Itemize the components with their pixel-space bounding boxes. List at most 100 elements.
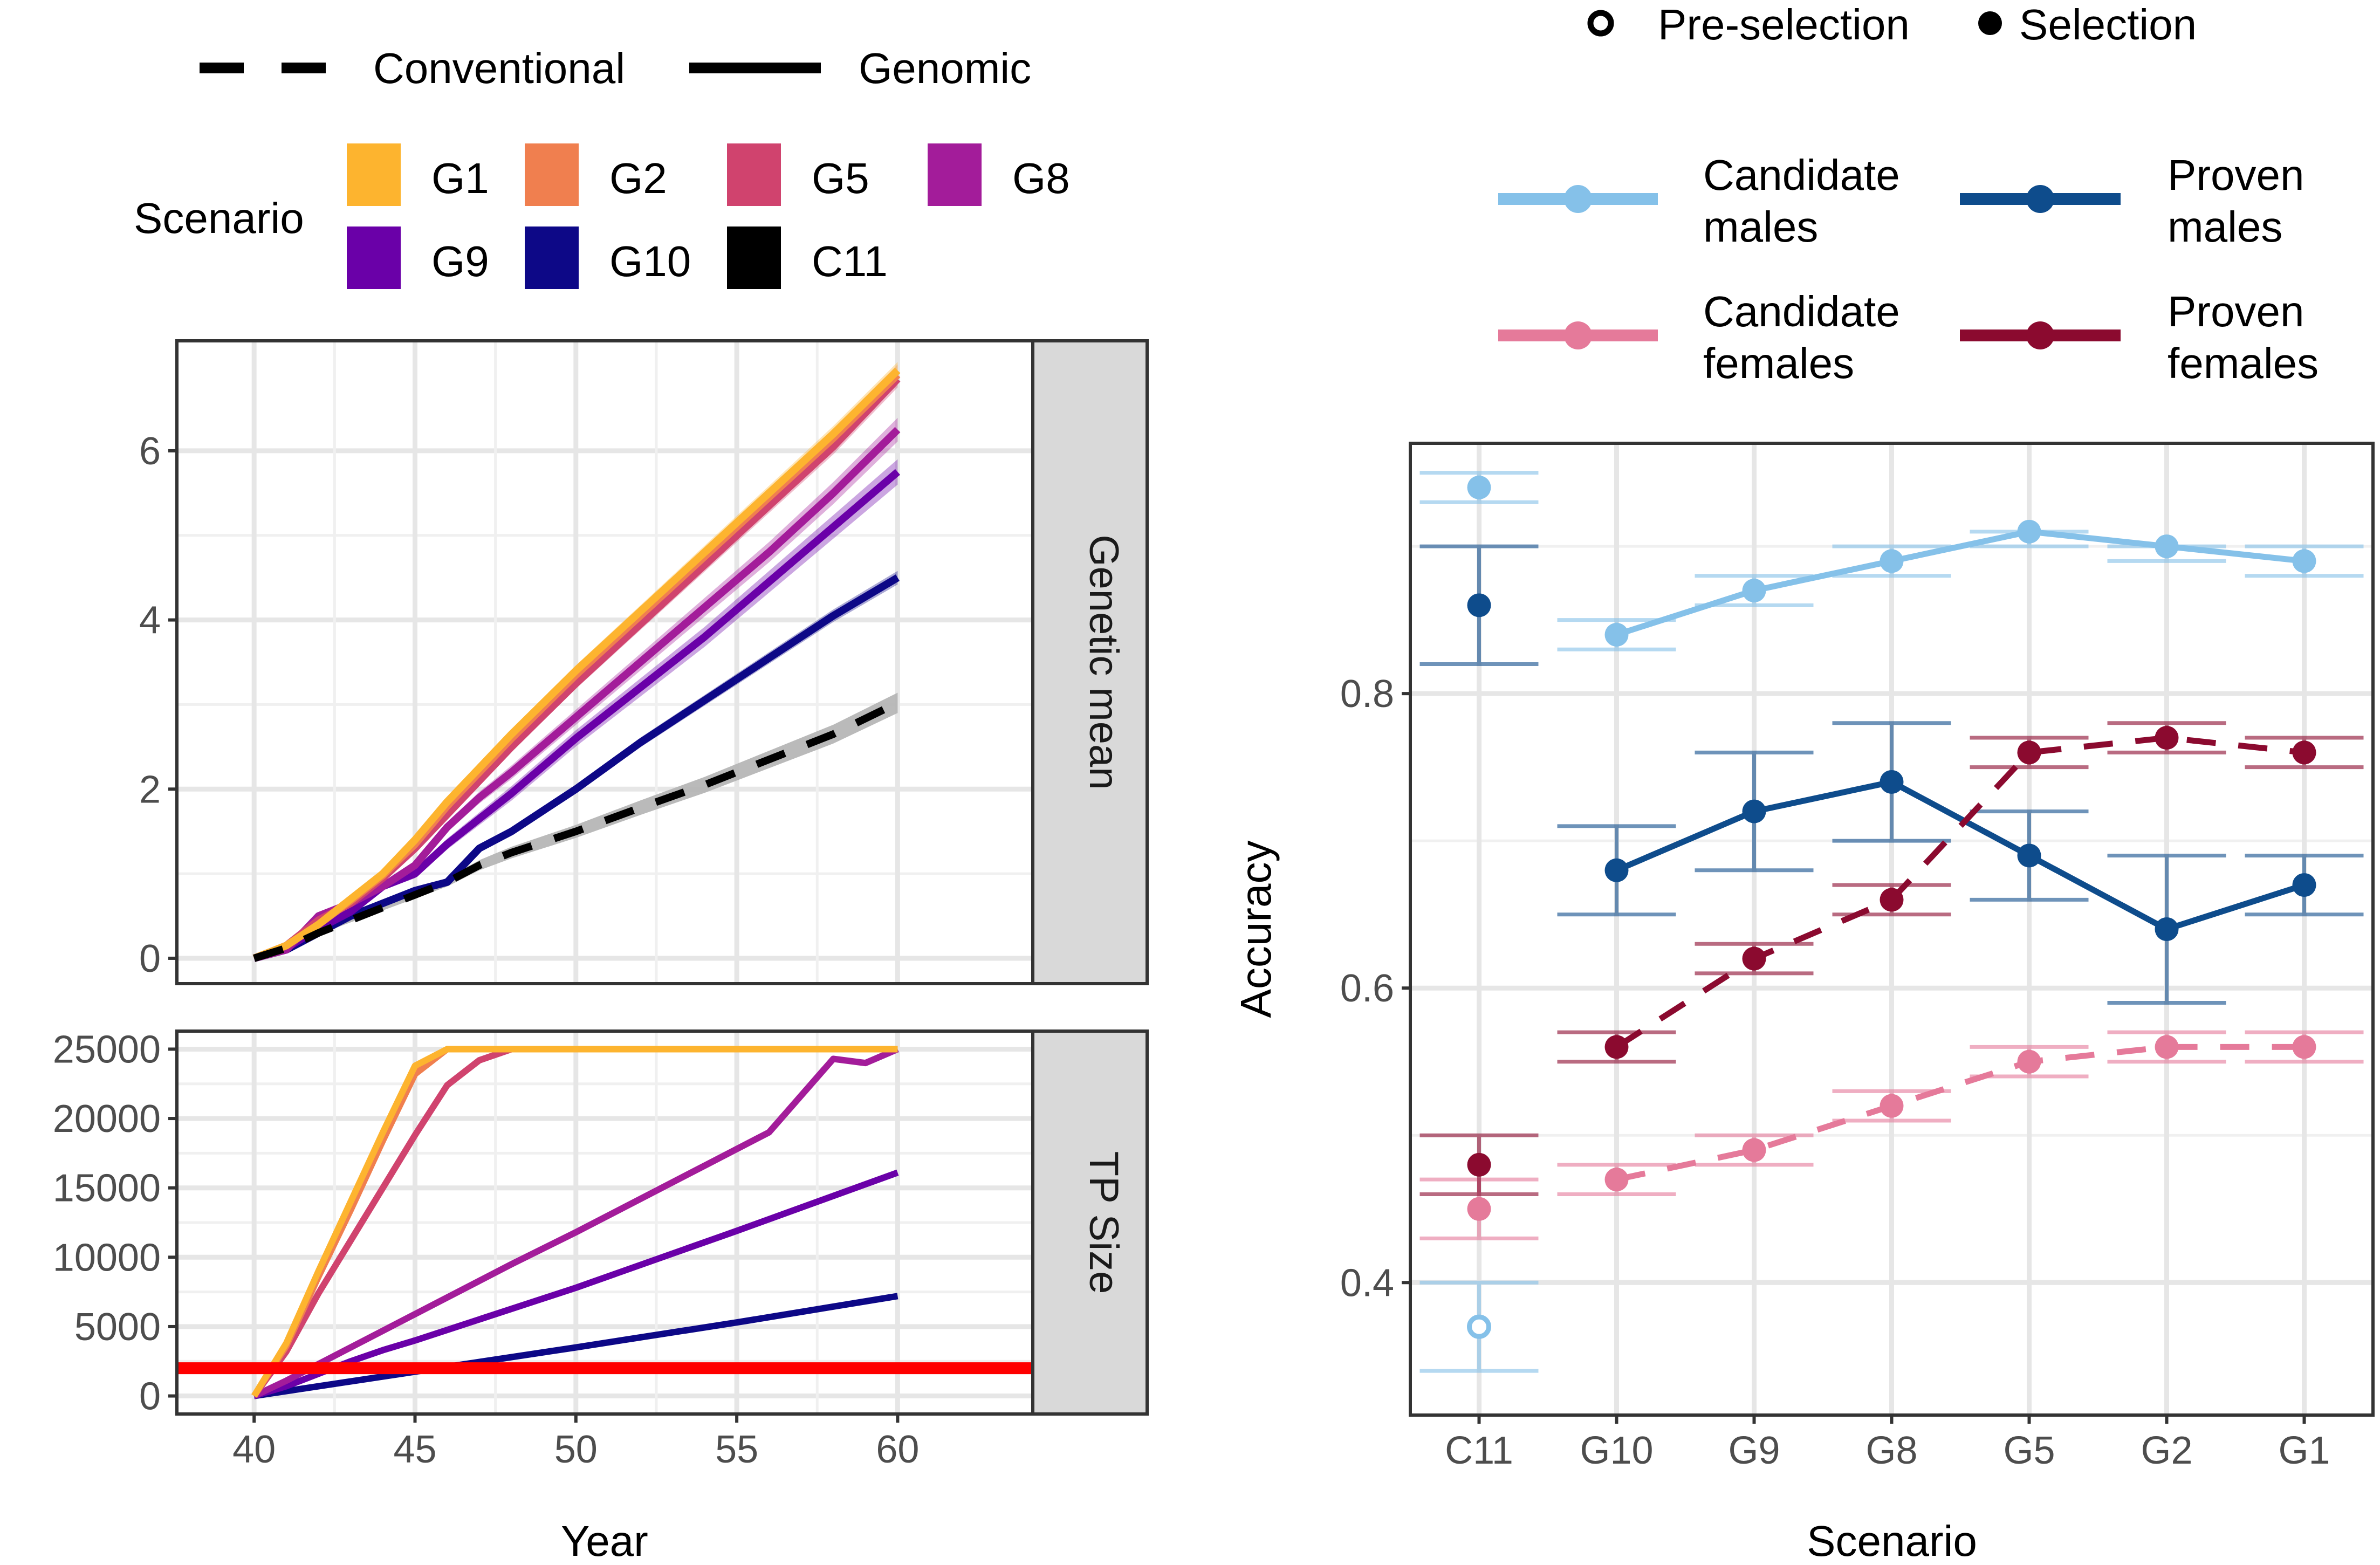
year-x-tick-label: 40 <box>232 1428 276 1471</box>
accuracy-points <box>1467 475 2316 1339</box>
candidate-females-point-g2 <box>2155 1035 2179 1059</box>
candidate-females-point-g10 <box>1604 1168 1629 1192</box>
scenario-legend-title: Scenario <box>134 194 304 242</box>
scenario-legend: Scenario G1 G2 G5 G8 G9 G10 C11 <box>134 143 1070 289</box>
genetic-mean-strip-label: Genetic mean <box>1081 534 1127 790</box>
scenario-x-tick-label: C11 <box>1445 1429 1513 1472</box>
scenario-key-g9 <box>347 226 401 289</box>
accuracy-y-tick-label: 0.8 <box>1340 672 1394 716</box>
scenario-x-tick-label: G5 <box>2003 1429 2055 1472</box>
proven-males-point-g10 <box>1604 858 1629 882</box>
candidate-females-legend-line1: Candidate <box>1703 287 1900 335</box>
tp-size-y-tick-label: 25000 <box>53 1028 161 1071</box>
genetic-mean-line-g1 <box>252 367 901 962</box>
tp-size-grid <box>177 1031 1033 1414</box>
proven-males-point-g9 <box>1742 799 1766 823</box>
proven-females-point-g9 <box>1742 946 1766 971</box>
genetic-mean-y-tick-label: 0 <box>139 937 161 980</box>
selection-legend-label: Selection <box>2019 1 2197 49</box>
pre-selection-legend-label: Pre-selection <box>1658 1 1910 49</box>
tp-size-line-g9 <box>253 1169 899 1399</box>
tp-size-line-g8 <box>252 1046 899 1399</box>
tp-size-lines <box>251 1046 899 1399</box>
scenario-x-tick-label: G8 <box>1865 1429 1917 1472</box>
tp-size-x-axis: 40 45 50 55 60 <box>232 1414 919 1471</box>
proven-females-point-g8 <box>1880 888 1904 912</box>
proven-females-point-g1 <box>2292 740 2316 765</box>
tp-size-y-tick-label: 0 <box>139 1375 161 1418</box>
tp-size-line-g10 <box>253 1293 898 1399</box>
proven-females-legend-line1: Proven <box>2168 287 2304 335</box>
proven-females-point-g5 <box>2017 740 2041 765</box>
genetic-mean-lines <box>252 367 901 962</box>
candidate-males-legend-line1: Candidate <box>1703 151 1900 199</box>
scenario-x-tick-label: G9 <box>1728 1429 1780 1472</box>
year-x-tick-label: 60 <box>876 1428 919 1471</box>
candidate-males-point-g9 <box>1742 579 1766 603</box>
genetic-mean-y-tick-label: 2 <box>139 768 161 811</box>
genetic-mean-y-tick-label: 4 <box>139 599 161 642</box>
genetic-mean-y-tick-label: 6 <box>139 430 161 473</box>
scenario-axis-title: Scenario <box>1807 1517 1977 1565</box>
genetic-mean-line-g9 <box>253 469 900 962</box>
scenario-label-g5: G5 <box>812 154 869 202</box>
tp-size-y-tick-label: 10000 <box>53 1236 161 1279</box>
scenario-label-g8: G8 <box>1012 154 1070 202</box>
group-legend: Candidate males Proven males Candidate f… <box>1498 151 2319 387</box>
candidate-males-point-g1 <box>2292 549 2316 573</box>
candidate-males-point-g10 <box>1604 622 1629 647</box>
scenario-key-g8 <box>928 143 982 206</box>
proven-females-point-g10 <box>1604 1035 1629 1059</box>
proven-females-point-g2 <box>2155 726 2179 750</box>
candidate-females-point-c11 <box>1467 1197 1491 1221</box>
scenario-key-g10 <box>525 226 579 289</box>
tp-size-y-tick-label: 20000 <box>53 1097 161 1141</box>
accuracy-error-bars <box>1419 471 2364 1373</box>
tp-size-line-g1 <box>251 1046 898 1398</box>
tp-size-y-tick-label: 15000 <box>53 1167 161 1210</box>
accuracy-panel: 0.4 0.6 0.8 C11 G10 G9 G8 G5 G2 G1 Accuracy Scen… <box>1232 442 2375 1565</box>
scenario-key-g5 <box>727 143 781 206</box>
proven-males-point-g1 <box>2292 873 2316 897</box>
tp-size-strip <box>1031 1029 1149 1416</box>
candidate-females-legend-line2: females <box>1703 339 1854 387</box>
candidate-females-legend-point <box>1564 321 1592 349</box>
pre-selection-legend-key <box>1587 10 1614 37</box>
candidate-females-point-g8 <box>1880 1094 1904 1118</box>
proven-males-point-g2 <box>2155 917 2179 941</box>
candidate-females-point-g9 <box>1742 1138 1766 1162</box>
scenario-x-tick-label: G1 <box>2278 1429 2330 1472</box>
candidate-females-point-g1 <box>2292 1035 2316 1059</box>
scenario-key-g1 <box>347 143 401 206</box>
proven-males-point-g5 <box>2017 843 2041 868</box>
candidate-males-legend-line2: males <box>1703 203 1818 251</box>
proven-females-legend-line2: females <box>2168 339 2319 387</box>
proven-males-legend-line2: males <box>2168 203 2282 251</box>
accuracy-axis-title: Accuracy <box>1232 841 1280 1018</box>
tp-size-y-axis: 0 5000 10000 15000 20000 25000 <box>53 1028 177 1418</box>
scenario-key-g2 <box>525 143 579 206</box>
scenario-label-g10: G10 <box>609 237 691 285</box>
scenario-label-g2: G2 <box>609 154 667 202</box>
selection-legend-key <box>1978 11 2002 35</box>
genomic-legend-label: Genomic <box>859 44 1031 92</box>
candidate-males-point-g5 <box>2017 519 2041 544</box>
linetype-legend: Conventional Genomic <box>200 44 1031 92</box>
accuracy-y-tick-label: 0.4 <box>1340 1261 1394 1305</box>
proven-females-legend-point <box>2026 321 2054 349</box>
year-x-tick-label: 50 <box>554 1428 598 1471</box>
proven-males-line <box>1615 779 2306 932</box>
accuracy-y-tick-label: 0.6 <box>1340 967 1394 1010</box>
candidate-males-point-g2 <box>2155 534 2179 559</box>
year-axis-title: Year <box>561 1517 648 1565</box>
scenario-label-c11: C11 <box>812 237 888 285</box>
candidate-males-legend-point <box>1564 185 1592 213</box>
year-x-tick-label: 45 <box>393 1428 436 1471</box>
candidate-males-point-c11 <box>1467 475 1491 499</box>
scenario-key-c11 <box>727 226 781 289</box>
genetic-mean-grid <box>177 341 1033 984</box>
accuracy-y-axis: 0.4 0.6 0.8 <box>1340 672 1410 1305</box>
accuracy-x-axis: C11 G10 G9 G8 G5 G2 G1 <box>1445 1415 2330 1472</box>
proven-males-point-c11 <box>1467 593 1491 617</box>
proven-males-point-g8 <box>1880 770 1904 794</box>
